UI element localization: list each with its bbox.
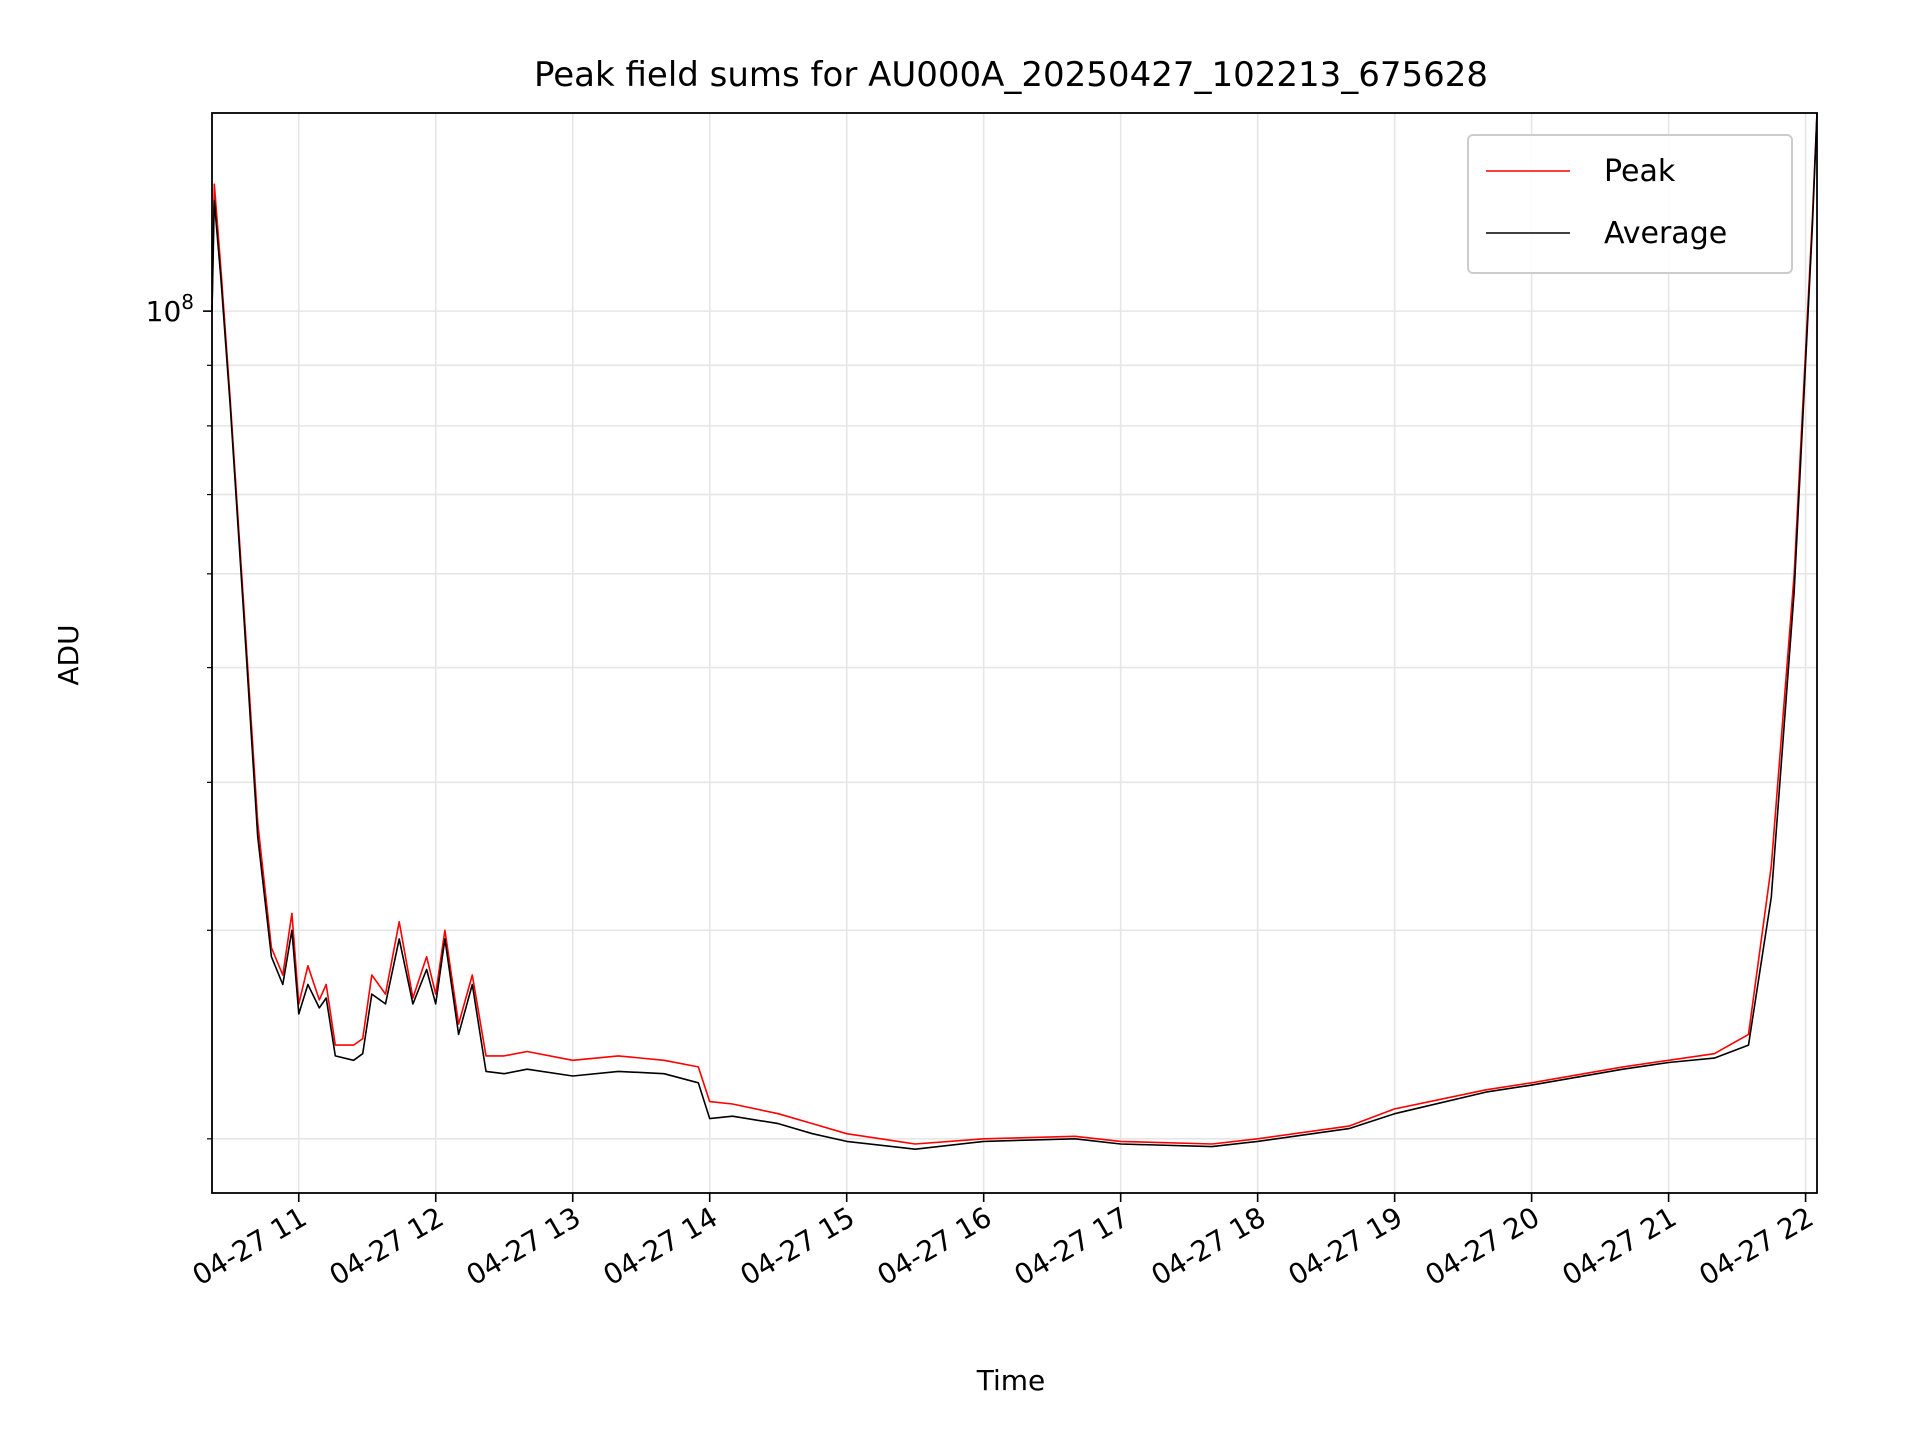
y-axis-label: ADU <box>52 624 85 685</box>
x-tick-label: 04-27 20 <box>1420 1200 1546 1292</box>
chart-title: Peak field sums for AU000A_20250427_1022… <box>534 55 1488 95</box>
plot-frame <box>211 112 1818 1194</box>
x-tick-label: 04-27 21 <box>1557 1200 1683 1292</box>
x-tick-label: 04-27 16 <box>872 1200 998 1292</box>
y-tick-label: 108 <box>146 290 194 328</box>
y-tick-label-base: 10 <box>146 295 182 328</box>
x-tick-label: 04-27 13 <box>461 1200 587 1292</box>
grid-lines <box>212 113 1817 1193</box>
x-tick-label: 04-27 15 <box>735 1200 861 1292</box>
x-tick-label: 04-27 22 <box>1694 1200 1820 1292</box>
legend: Peak Average <box>1467 134 1793 274</box>
series-line-peak <box>211 112 1818 1145</box>
series-line-average <box>211 112 1818 1150</box>
legend-label-peak: Peak <box>1604 154 1676 189</box>
legend-box <box>1467 134 1793 274</box>
x-tick-label: 04-27 12 <box>324 1200 450 1292</box>
legend-label-average: Average <box>1604 216 1727 251</box>
y-tick-label-exponent: 8 <box>181 290 194 314</box>
x-axis-label: Time <box>976 1364 1046 1397</box>
x-tick-label: 04-27 18 <box>1146 1200 1272 1292</box>
x-tick-label: 04-27 11 <box>187 1200 313 1292</box>
series-layer <box>211 112 1818 1150</box>
x-tick-label: 04-27 17 <box>1009 1200 1135 1292</box>
x-tick-label: 04-27 14 <box>598 1200 724 1292</box>
x-tick-label: 04-27 19 <box>1283 1200 1409 1292</box>
